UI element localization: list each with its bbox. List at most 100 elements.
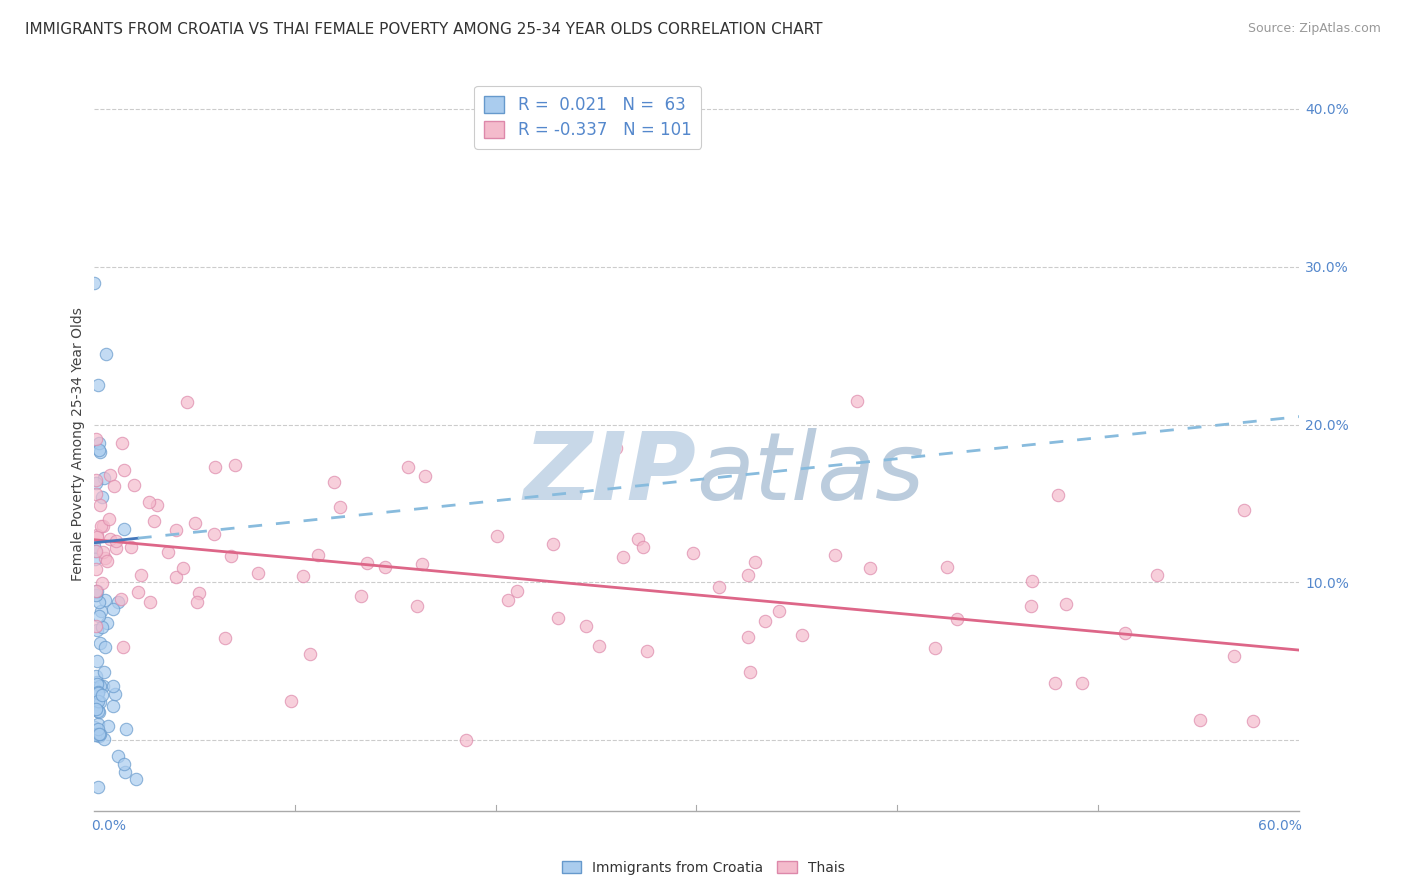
Legend: Immigrants from Croatia, Thais: Immigrants from Croatia, Thais: [555, 855, 851, 880]
Point: [496, 593, 519, 607]
Point: [84, 618, 107, 632]
Point: [84, 552, 107, 566]
Point: [84, 432, 107, 446]
Point: [1146, 568, 1168, 582]
Point: [768, 604, 790, 618]
Point: [96, 615, 118, 630]
Point: [165, 570, 187, 584]
Text: ZIP: ZIP: [523, 427, 696, 519]
Point: [165, 523, 187, 537]
Point: [87, 722, 110, 736]
Point: [89, 680, 111, 694]
Point: [93, 665, 115, 680]
Point: [224, 458, 246, 472]
Point: [83, 540, 105, 554]
Point: [138, 594, 160, 608]
Point: [87, 780, 110, 795]
Point: [91, 679, 114, 693]
Point: [84, 544, 107, 558]
Point: [112, 756, 135, 771]
Y-axis label: Female Poverty Among 25-34 Year Olds: Female Poverty Among 25-34 Year Olds: [72, 307, 86, 582]
Point: [110, 436, 132, 450]
Point: [547, 611, 569, 625]
Point: [186, 595, 208, 609]
Point: [86, 527, 108, 541]
Point: [1070, 676, 1092, 690]
Point: [93, 471, 115, 485]
Point: [411, 557, 433, 571]
Point: [737, 631, 759, 645]
Point: [924, 641, 946, 656]
Point: [87, 684, 110, 698]
Point: [84, 473, 107, 487]
Point: [292, 568, 315, 582]
Point: [125, 772, 148, 787]
Point: [247, 566, 270, 581]
Text: atlas: atlas: [696, 428, 925, 519]
Point: [935, 560, 957, 574]
Point: [127, 585, 149, 599]
Point: [110, 591, 132, 606]
Point: [84, 486, 107, 500]
Point: [93, 551, 115, 566]
Point: [87, 704, 110, 718]
Point: [90, 575, 112, 590]
Point: [87, 686, 110, 700]
Text: 0.0%: 0.0%: [91, 819, 127, 833]
Point: [101, 602, 124, 616]
Point: [120, 540, 142, 554]
Point: [89, 635, 111, 649]
Point: [396, 459, 419, 474]
Point: [945, 612, 967, 626]
Point: [1021, 574, 1043, 589]
Point: [86, 583, 108, 598]
Point: [505, 583, 527, 598]
Point: [356, 556, 378, 570]
Text: 60.0%: 60.0%: [1257, 819, 1302, 833]
Point: [86, 530, 108, 544]
Point: [299, 647, 322, 661]
Point: [1189, 713, 1212, 727]
Point: [204, 459, 226, 474]
Point: [89, 695, 111, 709]
Point: [89, 498, 111, 512]
Point: [84, 562, 107, 576]
Point: [142, 514, 165, 528]
Point: [91, 620, 114, 634]
Point: [84, 702, 107, 716]
Point: [83, 720, 105, 734]
Point: [112, 522, 135, 536]
Point: [754, 614, 776, 628]
Point: [84, 728, 107, 742]
Point: [89, 727, 111, 741]
Point: [83, 276, 105, 290]
Point: [1043, 676, 1066, 690]
Point: [86, 624, 108, 638]
Point: [84, 702, 107, 716]
Point: [90, 604, 112, 618]
Point: [172, 561, 194, 575]
Point: [1019, 599, 1042, 613]
Point: [214, 632, 236, 646]
Point: [707, 580, 730, 594]
Point: [824, 548, 846, 562]
Point: [740, 665, 762, 679]
Point: [413, 468, 436, 483]
Point: [107, 748, 129, 763]
Point: [631, 540, 654, 554]
Point: [405, 599, 427, 613]
Point: [636, 644, 658, 658]
Point: [87, 595, 110, 609]
Point: [1054, 597, 1077, 611]
Point: [93, 593, 115, 607]
Point: [682, 545, 704, 559]
Point: [98, 468, 121, 483]
Point: [1223, 648, 1246, 663]
Point: [90, 519, 112, 533]
Point: [98, 512, 121, 526]
Point: [187, 585, 209, 599]
Text: Source: ZipAtlas.com: Source: ZipAtlas.com: [1247, 22, 1381, 36]
Point: [89, 445, 111, 459]
Point: [94, 346, 117, 360]
Point: [91, 518, 114, 533]
